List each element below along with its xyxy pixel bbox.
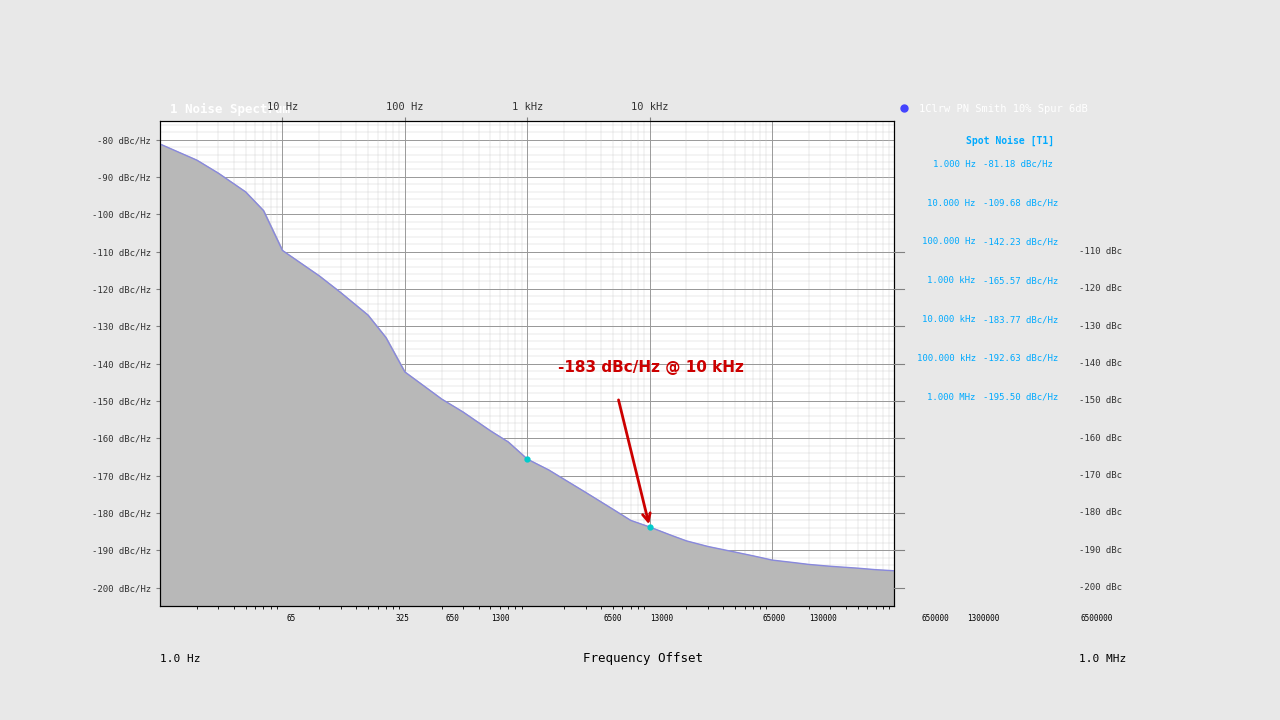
Text: 1300000: 1300000 [968, 613, 1000, 623]
Text: -200 dBc: -200 dBc [1079, 583, 1121, 592]
Text: 100.000 Hz: 100.000 Hz [922, 238, 975, 246]
Text: -130 dBc: -130 dBc [1079, 322, 1121, 330]
Text: -81.18 dBc/Hz: -81.18 dBc/Hz [983, 160, 1052, 168]
Text: 10.000 kHz: 10.000 kHz [922, 315, 975, 324]
Text: -140 dBc: -140 dBc [1079, 359, 1121, 368]
Text: 1.0 Hz: 1.0 Hz [160, 654, 201, 664]
Text: 10.000 Hz: 10.000 Hz [927, 199, 975, 207]
Text: 650000: 650000 [922, 613, 948, 623]
Text: 100.000 kHz: 100.000 kHz [916, 354, 975, 363]
Text: -195.50 dBc/Hz: -195.50 dBc/Hz [983, 392, 1057, 402]
Text: 1.0 MHz: 1.0 MHz [1079, 654, 1126, 664]
Text: -120 dBc: -120 dBc [1079, 284, 1121, 294]
Text: 650: 650 [445, 613, 460, 623]
Text: Spot Noise [T1]: Spot Noise [T1] [966, 135, 1055, 145]
Text: -110 dBc: -110 dBc [1079, 247, 1121, 256]
Text: -192.63 dBc/Hz: -192.63 dBc/Hz [983, 354, 1057, 363]
Text: 1Clrw PN Smith 10% Spur 6dB: 1Clrw PN Smith 10% Spur 6dB [919, 104, 1088, 114]
Text: 325: 325 [396, 613, 410, 623]
Text: -160 dBc: -160 dBc [1079, 433, 1121, 443]
Text: 6500000: 6500000 [1080, 613, 1112, 623]
Text: -183 dBc/Hz @ 10 kHz: -183 dBc/Hz @ 10 kHz [558, 360, 745, 375]
Text: 13000: 13000 [650, 613, 673, 623]
Text: -109.68 dBc/Hz: -109.68 dBc/Hz [983, 199, 1057, 207]
Text: 6500: 6500 [604, 613, 622, 623]
Text: 130000: 130000 [809, 613, 837, 623]
Text: -165.57 dBc/Hz: -165.57 dBc/Hz [983, 276, 1057, 285]
Text: -150 dBc: -150 dBc [1079, 397, 1121, 405]
Text: -142.23 dBc/Hz: -142.23 dBc/Hz [983, 238, 1057, 246]
Text: 1.000 kHz: 1.000 kHz [927, 276, 975, 285]
Text: 1 Noise Spectrum: 1 Noise Spectrum [170, 102, 289, 116]
Text: 65: 65 [287, 613, 296, 623]
Text: 1.000 Hz: 1.000 Hz [933, 160, 975, 168]
Text: -180 dBc: -180 dBc [1079, 508, 1121, 518]
Text: 65000: 65000 [763, 613, 786, 623]
Text: -170 dBc: -170 dBc [1079, 471, 1121, 480]
Text: 1.000 MHz: 1.000 MHz [927, 392, 975, 402]
Text: -190 dBc: -190 dBc [1079, 546, 1121, 554]
Text: Frequency Offset: Frequency Offset [584, 652, 703, 665]
Text: 1300: 1300 [492, 613, 509, 623]
Text: -183.77 dBc/Hz: -183.77 dBc/Hz [983, 315, 1057, 324]
